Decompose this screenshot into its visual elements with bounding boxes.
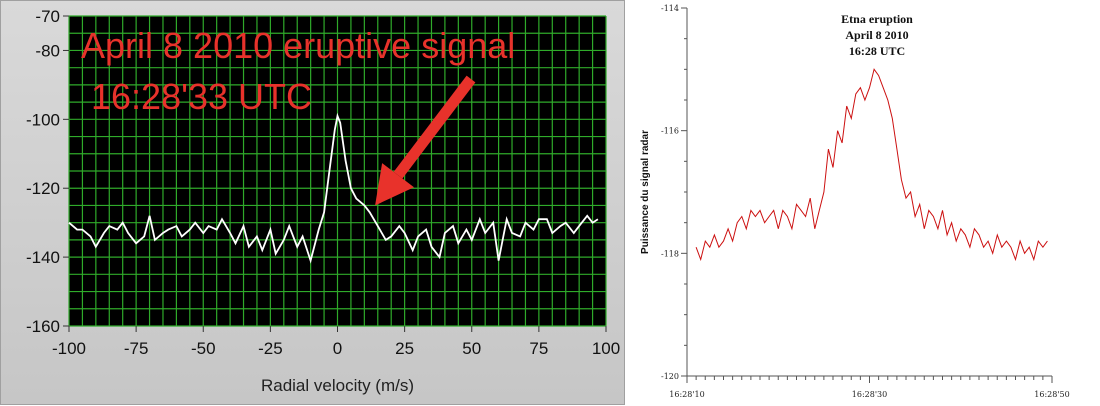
chart-title-line: April 8 2010	[845, 28, 908, 42]
y-tick-label: -120	[661, 372, 679, 381]
x-tick-label: 16:28'50	[1034, 390, 1069, 399]
y-tick-label: -116	[661, 127, 679, 136]
annotation-arrow-shaft	[393, 75, 476, 179]
x-tick-label: -75	[124, 339, 149, 358]
labview-chart-panel: -70 -80 -100 -120 -140 -160 -100 -75 -50 -25 0 25 50…	[0, 0, 625, 405]
x-tick-label: -25	[258, 339, 283, 358]
y-tick-label: -118	[661, 249, 679, 258]
y-tick-label: -70	[35, 7, 60, 26]
spectrum-line	[68, 112, 599, 264]
x-tick-label: 16:28'10	[669, 390, 704, 399]
annotation-line-1: April 8 2010 eruptive signal	[81, 25, 515, 66]
y-tick-label: -114	[661, 4, 679, 13]
x-tick-label: 50	[462, 339, 481, 358]
x-tick-label: 16:28'30	[852, 390, 887, 399]
chart-title-line: 16:28 UTC	[849, 44, 905, 58]
annotation-arrow-head	[375, 163, 414, 206]
y-tick-label: -100	[26, 110, 60, 129]
power-line	[695, 68, 1048, 262]
x-tick-label: -50	[191, 339, 216, 358]
x-tick-label: 75	[529, 339, 548, 358]
grid-lines	[68, 15, 607, 327]
etna-power-chart-panel: -114 -116 -118 -120 16:28'10 16:28'30 16:28'50…	[632, 0, 1100, 405]
x-axis-label: Radial velocity (m/s)	[261, 376, 414, 395]
y-tick-label: -140	[26, 248, 60, 267]
y-tick-label: -120	[26, 179, 60, 198]
x-tick-label: 25	[395, 339, 414, 358]
x-tick-label: -100	[52, 339, 86, 358]
y-tick-label: -160	[26, 317, 60, 336]
radar-power-chart: -114 -116 -118 -120 16:28'10 16:28'30 16:28'50…	[640, 4, 1070, 399]
x-tick-label: 100	[592, 339, 620, 358]
chart-title-line: Etna eruption	[841, 12, 913, 26]
y-tick-label: -80	[35, 41, 60, 60]
x-tick-label: 0	[333, 339, 342, 358]
annotation-line-2: 16:28'33 UTC	[91, 76, 312, 117]
y-axis-label: Puissance du signal radar	[640, 130, 651, 254]
radar-spectrum-chart: -70 -80 -100 -120 -140 -160 -100 -75 -50 -25 0 25 50…	[26, 7, 620, 395]
